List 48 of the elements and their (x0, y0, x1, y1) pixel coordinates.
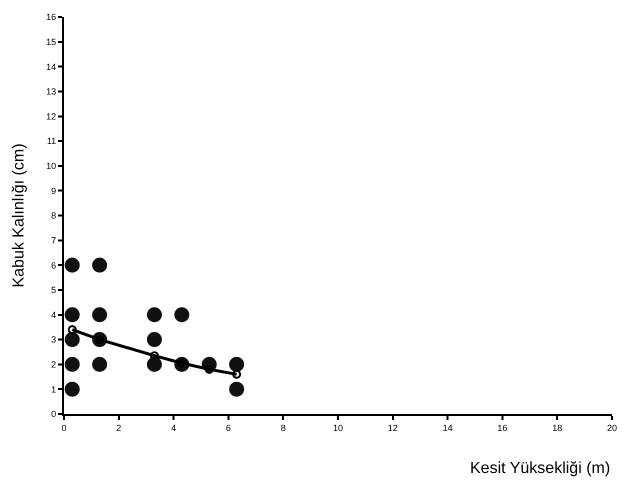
y-tick-label: 6 (51, 260, 56, 270)
x-tick-label: 8 (280, 422, 286, 433)
y-tick-label: 0 (51, 409, 56, 420)
point (64, 356, 80, 372)
point (232, 370, 242, 379)
y-tick-label: 4 (51, 310, 56, 320)
x-tick-label: 16 (497, 422, 508, 433)
point (64, 258, 80, 273)
y-tick-label: 11 (46, 136, 56, 146)
x-tick-label: 0 (61, 422, 67, 433)
point (64, 382, 80, 397)
point (68, 325, 77, 334)
y-tick-label: 7 (51, 235, 56, 246)
y-tick-label: 13 (46, 86, 56, 97)
x-tick-label: 14 (442, 422, 453, 433)
point (229, 356, 244, 372)
x-tick-label: 18 (552, 422, 562, 433)
point (146, 332, 162, 348)
y-tick-label: 16 (46, 12, 56, 22)
x-tick-label: 2 (116, 422, 122, 433)
point (204, 364, 214, 374)
y-tick-label: 8 (51, 210, 56, 221)
y-tick-label: 2 (51, 360, 56, 370)
point (146, 356, 162, 372)
point (92, 258, 108, 273)
y-tick-label: 1 (51, 384, 56, 394)
y-tick-label: 12 (46, 111, 56, 122)
x-axis-title: Kesit Yüksekliği (m) (470, 460, 610, 477)
point (92, 356, 108, 372)
point (64, 332, 80, 348)
x-tick-label: 6 (226, 422, 231, 433)
y-tick-label: 9 (51, 186, 56, 196)
y-tick-label: 15 (46, 36, 56, 47)
point (64, 307, 80, 322)
y-tick-label: 14 (46, 62, 56, 72)
x-tick-label: 4 (171, 422, 176, 433)
y-tick-label: 5 (51, 285, 56, 296)
point (92, 307, 108, 322)
y-tick-label: 10 (46, 161, 56, 172)
point (174, 307, 190, 322)
point (146, 307, 162, 322)
y-tick-label: 3 (51, 334, 56, 345)
x-tick-label: 10 (332, 422, 344, 433)
x-tick-label: 12 (388, 422, 398, 433)
y-axis-title: Kabuk Kalınlığı (cm) (10, 143, 28, 288)
point (150, 351, 159, 360)
point (229, 382, 244, 397)
x-tick-label: 20 (606, 422, 618, 433)
